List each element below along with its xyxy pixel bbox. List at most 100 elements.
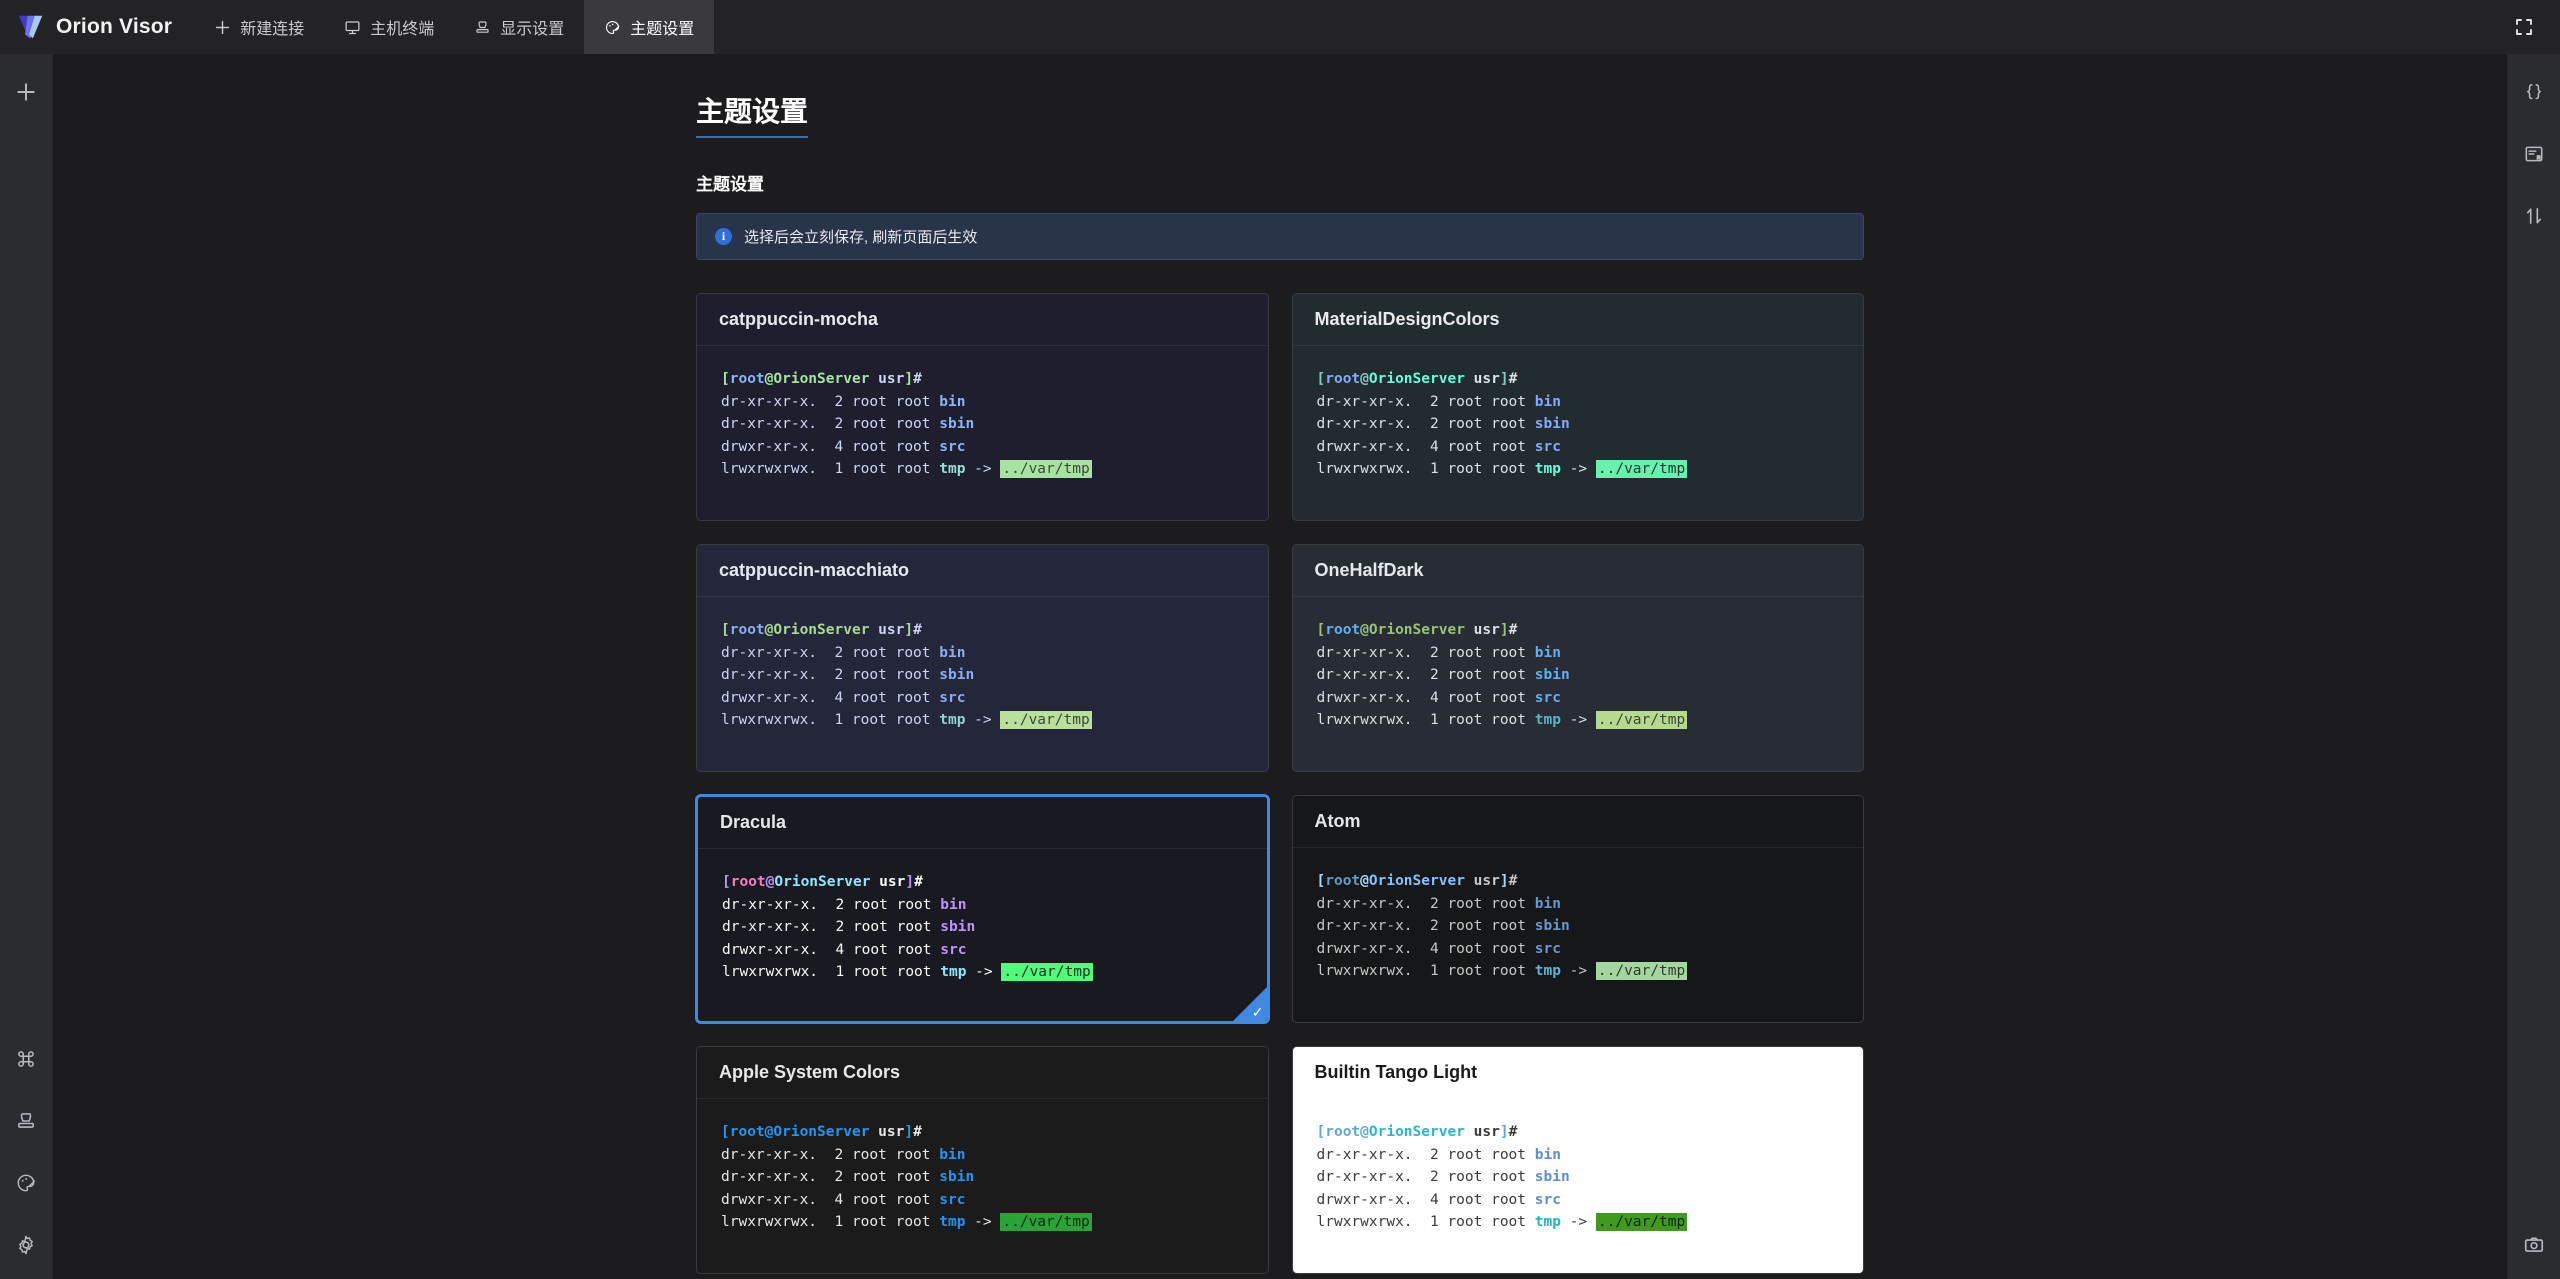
rail-saved-commands-button[interactable] [2514,134,2554,174]
terminal-prompt-line: [root@OrionServer usr]# [721,1124,922,1140]
rail-file-transfer-button[interactable] [2514,196,2554,236]
theme-card[interactable]: catppuccin-macchiato [root@OrionServer us… [696,544,1269,772]
terminal-symlink-target: ../var/tmp [1595,460,1688,478]
rail-screenshot-button[interactable] [2514,1225,2554,1265]
transfer-icon [2527,208,2541,224]
rail-snippets-button[interactable] [2514,72,2554,112]
terminal-listing-row: lrwxrwxrwx. 1 root root tmp -> ../var/tm… [721,711,1092,729]
terminal-listing-row: dr-xr-xr-x. 2 root root bin [722,896,967,913]
rail-display-settings-button[interactable] [6,1101,46,1141]
terminal-symlink-target: ../var/tmp [1595,711,1688,729]
terminal-symlink-target: ../var/tmp [1000,460,1092,478]
theme-card[interactable]: Apple System Colors [root@OrionServer usr… [696,1046,1269,1274]
theme-card[interactable]: Dracula [root@OrionServer usr]# dr-xr-xr-x… [696,795,1269,1023]
right-rail-bottom [2514,1225,2554,1279]
terminal-listing-row: lrwxrwxrwx. 1 root root tmp -> ../var/tm… [721,460,1092,478]
theme-card-title: OneHalfDark [1292,545,1863,597]
fullscreen-button[interactable] [2504,7,2544,47]
terminal-listing-row: dr-xr-xr-x. 2 root root sbin [721,1169,975,1185]
rail-theme-settings-button[interactable] [6,1163,46,1203]
terminal-symlink-target: ../var/tmp [1595,962,1688,980]
terminal-listing-row: drwxr-xr-x. 4 root root src [721,689,966,706]
terminal-preview: [root@OrionServer usr]# dr-xr-xr-x. 2 roo… [1293,346,1864,481]
tab-new-connection[interactable]: 新建连接 [194,0,324,54]
theme-card-title: MaterialDesignColors [1292,294,1863,346]
stamp-icon [476,20,489,33]
terminal-listing-row: drwxr-xr-x. 4 root root src [721,438,966,455]
topbar-spacer [714,0,2504,54]
terminal-listing-row: lrwxrwxrwx. 1 root root tmp -> ../var/tm… [1316,1213,1688,1231]
terminal-prompt-line: [root@OrionServer usr]# [1316,622,1518,638]
theme-card-title: catppuccin-mocha [697,294,1268,346]
page-title: 主题设置 [696,90,809,138]
theme-card[interactable]: OneHalfDark [root@OrionServer usr]# dr-xr-… [1291,544,1864,772]
plus-icon [17,83,35,101]
theme-settings-page: 主题设置 主题设置 i 选择后会立刻保存, 刷新页面后生效 catppuccin… [696,54,1864,1279]
info-banner-text: 选择后会立刻保存, 刷新页面后生效 [744,229,978,246]
check-icon: ✓ [1251,1005,1264,1021]
rail-command-palette-button[interactable] [6,1039,46,1079]
theme-card-title: Atom [1292,796,1863,848]
left-rail-top [6,54,46,112]
theme-card[interactable]: MaterialDesignColors [root@OrionServer us… [1291,293,1864,521]
monitor-icon [345,20,360,34]
terminal-listing-row: dr-xr-xr-x. 2 root root sbin [1316,667,1570,683]
topbar-right-actions [2504,0,2560,54]
terminal-listing-row: dr-xr-xr-x. 2 root root bin [1316,644,1561,661]
terminal-listing-row: drwxr-xr-x. 4 root root src [1316,940,1561,957]
terminal-listing-row: lrwxrwxrwx. 1 root root tmp -> ../var/tm… [1316,962,1688,980]
terminal-listing-row: drwxr-xr-x. 4 root root src [1316,438,1561,455]
terminal-listing-row: lrwxrwxrwx. 1 root root tmp -> ../var/tm… [722,963,1093,981]
terminal-prompt-line: [root@OrionServer usr]# [721,371,922,387]
terminal-listing-row: dr-xr-xr-x. 2 root root bin [1316,895,1561,912]
stamp-icon [18,1113,34,1128]
palette-icon [17,1174,36,1192]
terminal-listing-row: dr-xr-xr-x. 2 root root bin [1316,1146,1561,1163]
left-rail-bottom [6,1039,46,1279]
terminal-symlink-target: ../var/tmp [1595,1213,1688,1231]
terminal-listing-row: lrwxrwxrwx. 1 root root tmp -> ../var/tm… [721,1213,1092,1231]
terminal-prompt-line: [root@OrionServer usr]# [1316,873,1518,889]
right-rail-top [2514,54,2554,236]
tab-label: 显示设置 [500,21,565,38]
tab-display-settings[interactable]: 显示设置 [454,0,584,54]
theme-card[interactable]: Atom [root@OrionServer usr]# dr-xr-xr-x. 2… [1291,795,1864,1023]
info-icon: i [715,228,732,245]
rail-system-settings-button[interactable] [6,1225,46,1265]
terminal-symlink-target: ../var/tmp [1000,711,1092,729]
rail-new-connection-button[interactable] [6,72,46,112]
terminal-listing-row: lrwxrwxrwx. 1 root root tmp -> ../var/tm… [1316,460,1688,478]
brand[interactable]: Orion Visor [0,0,194,54]
theme-card-grid: catppuccin-mocha [root@OrionServer usr]# d… [696,293,1864,1279]
terminal-listing-row: dr-xr-xr-x. 2 root root bin [721,644,966,661]
terminal-listing-row: dr-xr-xr-x. 2 root root bin [721,393,966,410]
terminal-listing-row: drwxr-xr-x. 4 root root src [722,941,967,958]
theme-card-title: Builtin Tango Light [1292,1047,1863,1099]
terminal-preview: [root@OrionServer usr]# dr-xr-xr-x. 2 roo… [698,849,1267,984]
terminal-listing-row: drwxr-xr-x. 4 root root src [1316,689,1561,706]
terminal-listing-row: dr-xr-xr-x. 2 root root sbin [721,667,975,683]
terminal-listing-row: dr-xr-xr-x. 2 root root bin [1316,393,1561,410]
terminal-listing-row: dr-xr-xr-x. 2 root root sbin [722,919,976,935]
top-bar: Orion Visor 新建连接 主机终端 显示设置 [0,0,2560,54]
theme-card[interactable]: Builtin Tango Light [root@OrionServer usr… [1291,1046,1864,1274]
terminal-preview: [root@OrionServer usr]# dr-xr-xr-x. 2 roo… [1293,848,1864,983]
tab-theme-settings[interactable]: 主题设置 [584,0,715,54]
braces-icon [2526,84,2542,100]
document-bookmark-icon [2525,146,2543,162]
right-rail [2507,54,2560,1279]
selected-corner [1232,987,1267,1021]
tab-label: 新建连接 [240,21,305,38]
theme-card-title: Apple System Colors [697,1047,1268,1099]
tab-label: 主题设置 [630,21,695,38]
main-content: 主题设置 主题设置 i 选择后会立刻保存, 刷新页面后生效 catppuccin… [53,54,2507,1279]
terminal-preview: [root@OrionServer usr]# dr-xr-xr-x. 2 roo… [697,346,1268,481]
terminal-listing-row: drwxr-xr-x. 4 root root src [1316,1191,1561,1208]
theme-card[interactable]: catppuccin-mocha [root@OrionServer usr]# d… [696,293,1269,521]
plus-icon [216,20,230,34]
palette-icon [606,20,620,34]
theme-card-title: Dracula [698,797,1267,849]
tab-label: 主机终端 [370,21,435,38]
tab-host-terminal[interactable]: 主机终端 [324,0,454,54]
terminal-listing-row: dr-xr-xr-x. 2 root root sbin [721,416,975,432]
